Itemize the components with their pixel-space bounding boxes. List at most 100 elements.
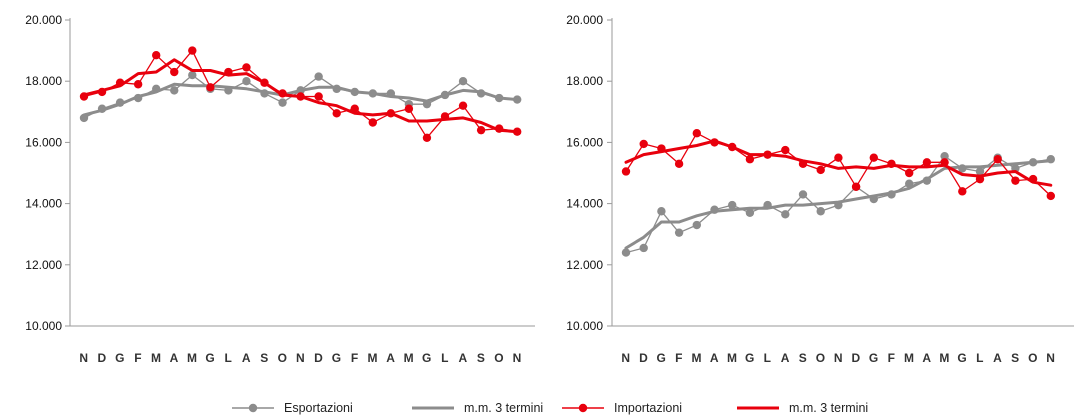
data-point [639,243,648,253]
x-tick-label: F [351,351,359,365]
x-tick-label: M [939,351,950,365]
legend-item: m.m. 3 termini [735,398,868,418]
x-tick-label: L [764,351,772,365]
legend-label: Importazioni [614,401,683,415]
series-4 [82,58,519,134]
legend-label: Esportazioni [284,401,353,415]
data-point [1011,176,1020,185]
data-point [975,167,985,176]
x-tick-label: N [296,351,305,365]
data-point [170,86,179,95]
data-point [332,109,341,118]
y-tick-label: 18.000 [25,74,62,88]
legend-line-icon [737,406,779,410]
x-tick-label: D [639,351,648,365]
y-tick-label: 14.000 [566,197,603,211]
x-tick-label: G [422,351,432,365]
x-tick-label: M [904,351,915,365]
legend-marker-line-icon [232,403,274,413]
data-point [940,151,949,161]
data-point [404,104,414,113]
x-tick-label: L [224,351,232,365]
x-tick-label: N [513,351,522,365]
y-tick-label: 12.000 [566,258,603,272]
series-2 [82,82,519,117]
data-point [1046,191,1056,201]
legend-line-icon [412,406,454,410]
x-tick-label: N [79,351,88,365]
x-tick-label: A [242,351,251,365]
x-tick-label: F [675,351,683,365]
legend-item: m.m. 3 termini [410,398,543,418]
data-point [692,129,701,138]
x-tick-label: N [1046,351,1055,365]
x-tick-label: D [852,351,861,365]
series-4 [624,139,1053,187]
data-point [745,155,755,164]
x-tick-label: L [441,351,449,365]
legend: Esportazioni m.m. 3 termini Importazioni m.… [0,398,1080,418]
y-tick-label: 20.000 [25,13,62,27]
legend-item: Esportazioni [230,398,353,418]
x-tick-label: F [134,351,142,365]
data-point [242,63,251,72]
x-tick-label: M [404,351,415,365]
data-point [188,70,197,80]
legend-marker-line-icon [562,403,604,413]
x-tick-label: G [332,351,342,365]
data-point [816,207,825,216]
y-tick-label: 10.000 [566,319,603,333]
data-point [657,207,666,216]
data-point [834,153,843,162]
x-tick-label: G [869,351,879,365]
x-tick-label: M [368,351,379,365]
x-tick-label: G [115,351,125,365]
moving-average-line [624,139,1053,187]
data-point [476,125,486,135]
data-point [781,210,790,219]
data-point [458,101,468,110]
x-tick-label: O [816,351,826,365]
x-tick-label: M [692,351,703,365]
x-tick-label: L [976,351,984,365]
data-point [188,46,197,55]
data-point [458,77,468,86]
y-tick-label: 12.000 [25,258,62,272]
data-point [692,220,701,230]
x-tick-label: S [1011,351,1020,365]
x-tick-label: A [781,351,790,365]
legend-label: m.m. 3 termini [464,401,544,415]
x-tick-label: S [477,351,486,365]
y-tick-label: 14.000 [25,197,62,211]
data-point [798,190,808,199]
legend-item: Importazioni [560,398,682,418]
x-tick-label: A [993,351,1002,365]
data-point [728,200,737,210]
moving-average-line [624,159,1053,250]
data-point [314,72,323,81]
data-point [206,83,215,92]
series-line [625,132,1052,197]
data-point [368,118,377,127]
data-point [958,187,967,196]
x-tick-label: D [97,351,106,365]
data-point [314,92,323,101]
data-point [816,165,825,175]
data-point [922,158,932,167]
x-tick-label: A [386,351,395,365]
x-tick-label: M [151,351,162,365]
x-tick-label: G [656,351,666,365]
data-point [674,228,684,237]
x-tick-label: M [727,351,738,365]
legend-label: m.m. 3 termini [789,401,869,415]
x-tick-label: G [205,351,215,365]
data-point [639,139,648,149]
x-tick-label: N [621,351,630,365]
x-tick-label: A [170,351,179,365]
y-tick-label: 16.000 [566,135,603,149]
x-tick-label: F [888,351,896,365]
x-tick-label: A [710,351,719,365]
y-tick-label: 10.000 [25,319,62,333]
